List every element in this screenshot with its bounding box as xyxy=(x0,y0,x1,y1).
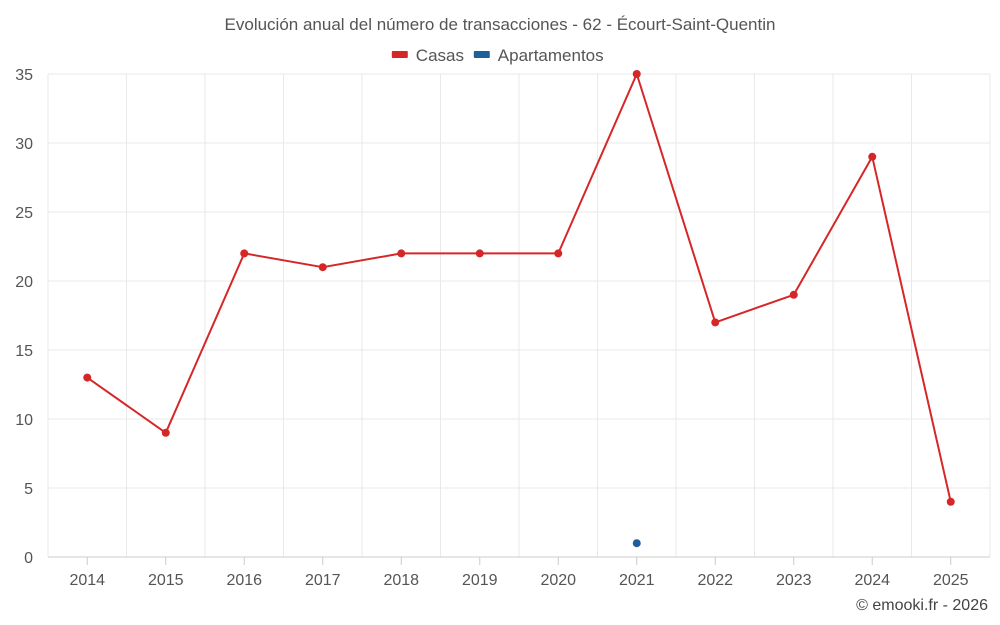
y-tick-label: 30 xyxy=(15,136,33,153)
data-point xyxy=(161,428,170,437)
data-point xyxy=(789,290,798,299)
y-tick-label: 5 xyxy=(24,481,33,498)
data-point xyxy=(632,539,641,548)
x-tick-label: 2016 xyxy=(226,572,262,589)
x-axis: 2014 2015 2016 2017 2018 2019 2020 2021 2022 2023… xyxy=(48,556,990,589)
y-tick-label: 20 xyxy=(15,274,33,291)
y-tick-label: 25 xyxy=(15,205,33,222)
y-tick-label: 15 xyxy=(15,343,33,360)
data-point xyxy=(946,497,955,506)
x-tick-label: 2021 xyxy=(619,572,655,589)
data-point xyxy=(711,318,720,327)
chart-title: Evolución anual del número de transaccio… xyxy=(225,15,776,34)
y-tick-label: 35 xyxy=(15,67,33,84)
x-tick-label: 2022 xyxy=(697,572,733,589)
x-tick-label: 2019 xyxy=(462,572,498,589)
y-tick-label: 0 xyxy=(24,550,33,567)
credit-text: © emooki.fr - 2026 xyxy=(856,597,988,614)
series-apartamentos xyxy=(632,539,641,548)
legend-swatch xyxy=(391,51,408,58)
x-tick-label: 2024 xyxy=(854,572,890,589)
x-tick-label: 2018 xyxy=(383,572,419,589)
data-point xyxy=(240,249,249,258)
data-point xyxy=(397,249,406,258)
x-tick-label: 2023 xyxy=(776,572,812,589)
x-tick-label: 2014 xyxy=(69,572,105,589)
data-point xyxy=(554,249,563,258)
series-group xyxy=(83,70,955,548)
legend: Casas Apartamentos xyxy=(391,46,604,65)
series-casas xyxy=(83,70,955,506)
x-tick-label: 2015 xyxy=(148,572,184,589)
legend-label: Apartamentos xyxy=(498,46,604,65)
legend-item-casas: Casas xyxy=(391,46,464,65)
data-point xyxy=(632,70,641,78)
x-tick-label: 2020 xyxy=(540,572,576,589)
data-point xyxy=(318,263,327,272)
x-tick-label: 2017 xyxy=(305,572,341,589)
data-point xyxy=(83,373,92,382)
data-point xyxy=(868,152,877,161)
legend-item-apartamentos: Apartamentos xyxy=(473,46,604,65)
data-point xyxy=(475,249,484,258)
x-tick-label: 2025 xyxy=(933,572,969,589)
series-line-casas xyxy=(86,73,952,503)
legend-label: Casas xyxy=(416,46,464,65)
legend-swatch xyxy=(473,51,490,58)
grid-lines xyxy=(47,73,991,557)
y-axis: 0 5 10 15 20 25 30 35 xyxy=(15,67,33,567)
y-tick-label: 10 xyxy=(15,412,33,429)
